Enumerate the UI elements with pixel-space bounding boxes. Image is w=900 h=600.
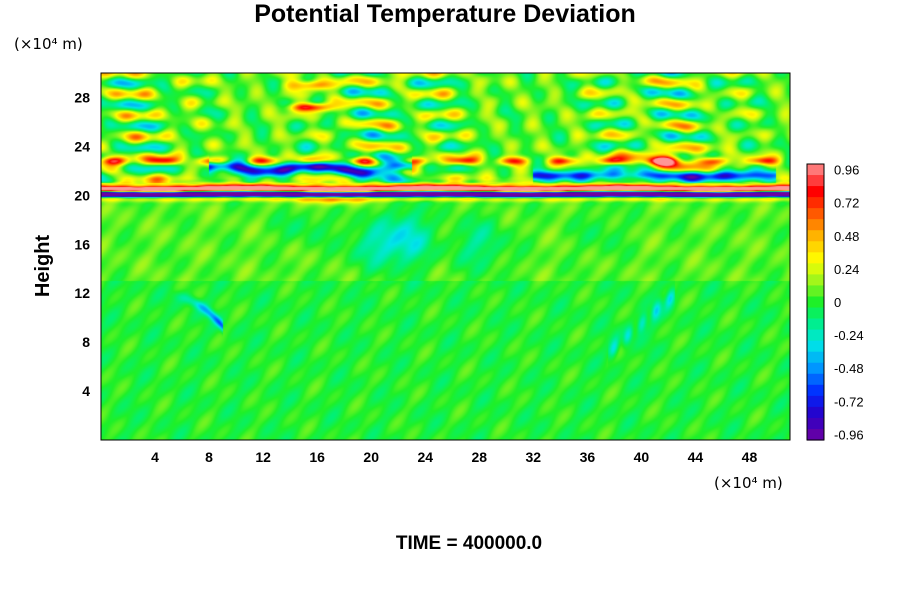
colorbar-label: 0.48 [834, 229, 859, 244]
colorbar-swatch [807, 197, 824, 209]
heatmap-field [101, 73, 790, 440]
colorbar-swatch [807, 384, 824, 397]
colorbar-swatches [807, 164, 824, 441]
x-tick-label: 36 [580, 449, 596, 465]
x-tick-label: 8 [205, 449, 213, 465]
colorbar-swatch [807, 219, 824, 231]
colorbar-swatch [807, 395, 824, 408]
y-tick-label: 20 [74, 187, 90, 203]
x-tick-label: 40 [634, 449, 650, 465]
y-tick-label: 28 [74, 89, 90, 105]
colorbar-frame [806, 163, 825, 441]
x-axis-ticks: 4 8 12 16 20 24 28 32 36 40 44 48 [151, 449, 757, 465]
x-tick-label: 12 [255, 449, 271, 465]
colorbar-swatch [807, 208, 824, 220]
colorbar-swatch [807, 285, 824, 298]
colorbar-swatch [807, 164, 824, 176]
colorbar-label: -0.48 [834, 361, 864, 376]
colorbar-swatch [807, 230, 824, 242]
colorbar-label: 0.96 [834, 163, 859, 178]
x-tick-label: 16 [309, 449, 325, 465]
y-axis-unit: (×10⁴ m) [14, 35, 83, 53]
colorbar-swatch [807, 307, 824, 320]
colorbar-swatch [807, 428, 824, 441]
colorbar-swatch [807, 406, 824, 419]
x-axis-unit: (×10⁴ m) [714, 474, 783, 492]
plot-area [100, 72, 791, 441]
colorbar-swatch [807, 351, 824, 364]
colorbar-swatch [807, 241, 824, 253]
colorbar-swatch [807, 417, 824, 430]
y-tick-label: 24 [74, 138, 90, 154]
colorbar-swatch [807, 175, 824, 187]
y-axis-ticks: 4 8 12 16 20 24 28 [74, 89, 90, 399]
chart-title: Potential Temperature Deviation [254, 0, 636, 28]
colorbar-swatch [807, 296, 824, 309]
x-tick-label: 28 [471, 449, 487, 465]
colorbar-swatch [807, 373, 824, 386]
x-tick-label: 48 [742, 449, 758, 465]
y-axis-label: Height [32, 235, 54, 298]
colorbar-label: 0 [834, 295, 841, 310]
x-tick-label: 4 [151, 449, 159, 465]
time-label: TIME = 400000.0 [396, 533, 542, 554]
colorbar-swatch [807, 252, 824, 264]
colorbar-label: 0.24 [834, 262, 859, 277]
x-tick-label: 44 [688, 449, 704, 465]
y-tick-label: 8 [82, 334, 90, 350]
colorbar-swatch [807, 186, 824, 198]
y-tick-label: 12 [74, 285, 90, 301]
colorbar-label: -0.96 [834, 427, 864, 442]
colorbar-swatch [807, 274, 824, 287]
x-tick-label: 24 [417, 449, 433, 465]
colorbar-label: 0.72 [834, 196, 859, 211]
colorbar-swatch [807, 362, 824, 375]
y-tick-label: 16 [74, 236, 90, 252]
plot-frame [100, 72, 791, 441]
colorbar-label: -0.72 [834, 394, 864, 409]
colorbar-swatch [807, 340, 824, 353]
x-tick-label: 32 [526, 449, 542, 465]
colorbar-swatch [807, 318, 824, 331]
y-tick-label: 4 [82, 383, 90, 399]
colorbar-label: -0.24 [834, 328, 864, 343]
colorbar-labels: 0.96 0.72 0.48 0.24 0 -0.24 -0.48 -0.72 -0.96 [834, 163, 864, 443]
x-tick-label: 20 [363, 449, 379, 465]
colorbar-swatch [807, 263, 824, 275]
colorbar-swatch [807, 329, 824, 342]
colorbar: 0.96 0.72 0.48 0.24 0 -0.24 -0.48 -0.72 -0.96 [806, 163, 864, 443]
